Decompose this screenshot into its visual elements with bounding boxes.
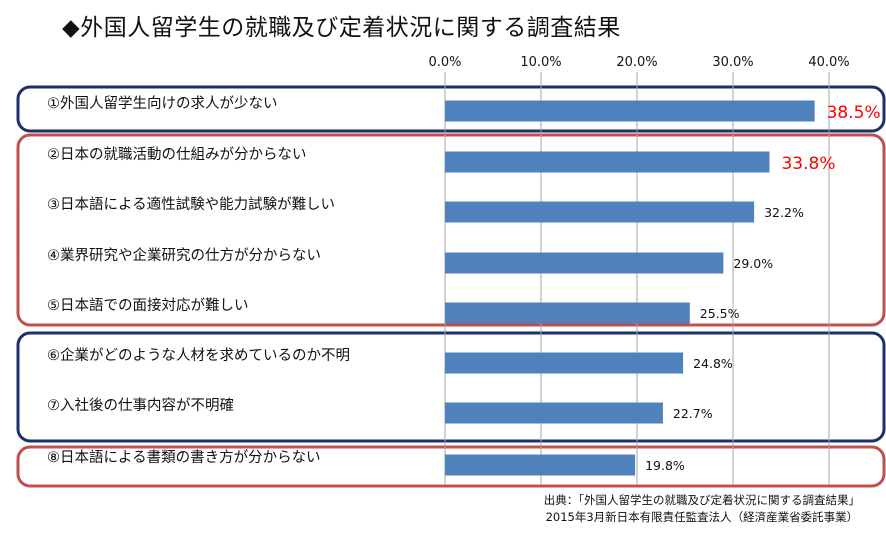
x-tick-label: 40.0% [808, 55, 849, 70]
category-label: ⑤日本語での面接対応が難しい [47, 297, 249, 314]
data-label: 29.0% [733, 256, 773, 271]
data-label: 24.8% [693, 356, 733, 371]
page-title: ◆外国人留学生の就職及び定着状況に関する調査結果 [62, 15, 621, 41]
group-frame-3 [16, 331, 886, 443]
category-label: ②日本の就職活動の仕組みが分からない [47, 146, 307, 163]
bar [445, 100, 815, 122]
data-labels: 38.5% 33.8% 32.2% 29.0% 25.5% 24.8% 22.7% 19.8% [645, 103, 881, 473]
bar [445, 252, 724, 274]
data-label: 38.5% [827, 103, 881, 123]
category-label: ⑥企業がどのような人材を求めているのか不明 [47, 346, 350, 364]
source-line-1: 出典：「外国人留学生の就職及び定着状況に関する調査結果」 [543, 493, 860, 507]
x-tick-labels: 0.0% 10.0% 20.0% 30.0% 40.0% [428, 55, 849, 70]
bar [445, 302, 690, 324]
data-label: 19.8% [645, 458, 685, 473]
x-tick-label: 10.0% [520, 55, 561, 70]
category-label: ④業界研究や企業研究の仕方が分からない [47, 246, 321, 264]
category-label: ⑦入社後の仕事内容が不明確 [47, 397, 234, 414]
x-tick-label: 20.0% [616, 55, 657, 70]
source-note: 出典：「外国人留学生の就職及び定着状況に関する調査結果」 2015年3月新日本有… [544, 492, 860, 526]
bar [445, 454, 636, 476]
group-frame-1 [16, 85, 886, 133]
x-tick-label: 30.0% [712, 55, 753, 70]
source-line-2: 2015年3月新日本有限責任監査法人（経済産業省委託事業） [545, 510, 859, 524]
data-label: 22.7% [673, 406, 713, 421]
x-tick-label: 0.0% [428, 55, 461, 70]
bars [445, 100, 815, 476]
bar [445, 201, 755, 223]
category-label: ③日本語による適性試験や能力試験が難しい [47, 195, 335, 213]
data-label: 32.2% [764, 205, 804, 220]
bar [445, 402, 663, 424]
group-frame-2 [16, 133, 886, 327]
data-label: 25.5% [700, 306, 740, 321]
data-label: 33.8% [781, 154, 835, 174]
group-frames [16, 85, 886, 488]
category-labels: ①外国人留学生向けの求人が少ない ②日本の就職活動の仕組みが分からない ③日本語によ… [47, 95, 350, 466]
category-label: ①外国人留学生向けの求人が少ない [47, 95, 278, 112]
category-label: ⑧日本語による書類の書き方が分からない [47, 449, 321, 466]
bar [445, 352, 684, 374]
bar [445, 151, 770, 173]
group-frame-4 [16, 445, 886, 488]
